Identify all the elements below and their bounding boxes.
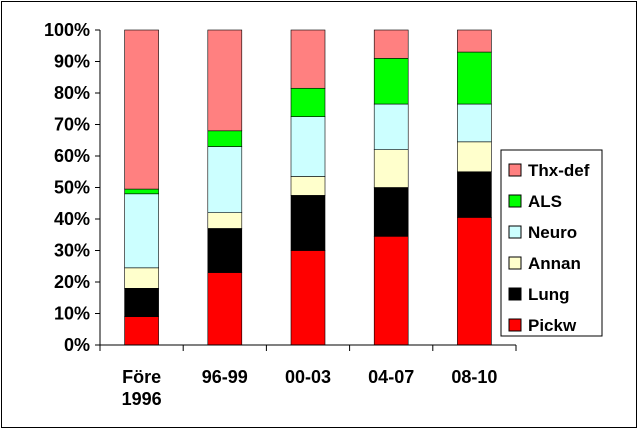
bar-segment-thx-def-2 [290, 29, 326, 89]
legend-label-lung: Lung [528, 285, 570, 304]
legend-label-thx-def: Thx-def [528, 161, 590, 180]
bar-segment-annan-2 [290, 176, 326, 196]
bar-segment-annan-0 [124, 267, 159, 289]
x-tick-label-line: 00-03 [285, 367, 331, 387]
bar-segment-annan-4 [457, 141, 492, 173]
x-tick-label: 00-03 [285, 367, 331, 387]
bar-segment-neuro-2 [290, 116, 326, 177]
bar-segment-neuro-1 [207, 146, 243, 214]
bar-segment-pickw-2 [290, 250, 326, 346]
bar-segment-pickw-4 [457, 217, 492, 346]
bar-segment-lung-1 [207, 228, 243, 273]
legend: Thx-def ALS Neuro Annan Lung Pickw [500, 149, 603, 337]
x-tick-label-line: 08-10 [451, 367, 497, 387]
bar-segment-annan-3 [373, 149, 409, 188]
x-tick-label-line: 1996 [122, 389, 162, 409]
x-tick-label: 08-10 [451, 367, 497, 387]
bar-segment-als-3 [373, 58, 409, 105]
bar-segment-neuro-3 [373, 103, 409, 151]
bar-segment-lung-2 [290, 195, 326, 251]
x-tick-label: 96-99 [202, 367, 248, 387]
bar-segment-lung-0 [124, 287, 159, 317]
bars-layer [124, 29, 492, 346]
bar-segment-thx-def-1 [207, 29, 243, 132]
bar-segment-pickw-1 [207, 272, 243, 346]
bar-segment-annan-1 [207, 212, 243, 229]
bar-segment-neuro-4 [457, 103, 492, 143]
y-tick-label: 80% [54, 83, 90, 103]
axes-layer: 0% 10% 20% 30% 40% 50% 60% 70% 80% 90% 100% Före 199… [44, 20, 517, 409]
legend-swatch-als [508, 194, 522, 208]
y-tick-label: 70% [54, 115, 90, 135]
bar-segment-pickw-3 [373, 236, 409, 346]
bar-segment-lung-4 [457, 171, 492, 218]
bar-segment-thx-def-0 [124, 29, 159, 190]
y-tick-label: 20% [54, 272, 90, 292]
bar-segment-als-1 [207, 130, 243, 147]
legend-swatch-pickw [508, 318, 522, 332]
y-tick-label: 50% [54, 178, 90, 198]
bar-segment-lung-3 [373, 187, 409, 237]
x-tick-label: Före 1996 [122, 367, 162, 409]
legend-swatch-neuro [508, 225, 522, 239]
bar-segment-als-0 [124, 188, 159, 195]
x-tick-label: 04-07 [368, 367, 414, 387]
x-tick-label-line: 96-99 [202, 367, 248, 387]
bar-segment-pickw-0 [124, 316, 159, 346]
y-tick-label: 30% [54, 241, 90, 261]
legend-label-annan: Annan [528, 254, 581, 273]
y-tick-label: 0% [64, 335, 90, 355]
y-tick-label: 90% [54, 52, 90, 72]
legend-box [500, 149, 603, 337]
bar-segment-thx-def-4 [457, 29, 492, 53]
bar-segment-neuro-0 [124, 193, 159, 269]
legend-label-neuro: Neuro [528, 223, 577, 242]
bar-segment-als-4 [457, 51, 492, 105]
y-tick-label: 100% [44, 20, 90, 40]
y-tick-label: 10% [54, 304, 90, 324]
legend-swatch-annan [508, 256, 522, 270]
x-tick-label-line: 04-07 [368, 367, 414, 387]
y-tick-label: 40% [54, 209, 90, 229]
x-tick-label-line: Före [122, 367, 161, 387]
y-tick-label: 60% [54, 146, 90, 166]
legend-label-pickw: Pickw [528, 316, 577, 335]
legend-label-als: ALS [528, 192, 562, 211]
bar-segment-als-2 [290, 87, 326, 117]
legend-swatch-lung [508, 287, 522, 301]
legend-swatch-thx-def [508, 163, 522, 177]
bar-segment-thx-def-3 [373, 29, 409, 59]
